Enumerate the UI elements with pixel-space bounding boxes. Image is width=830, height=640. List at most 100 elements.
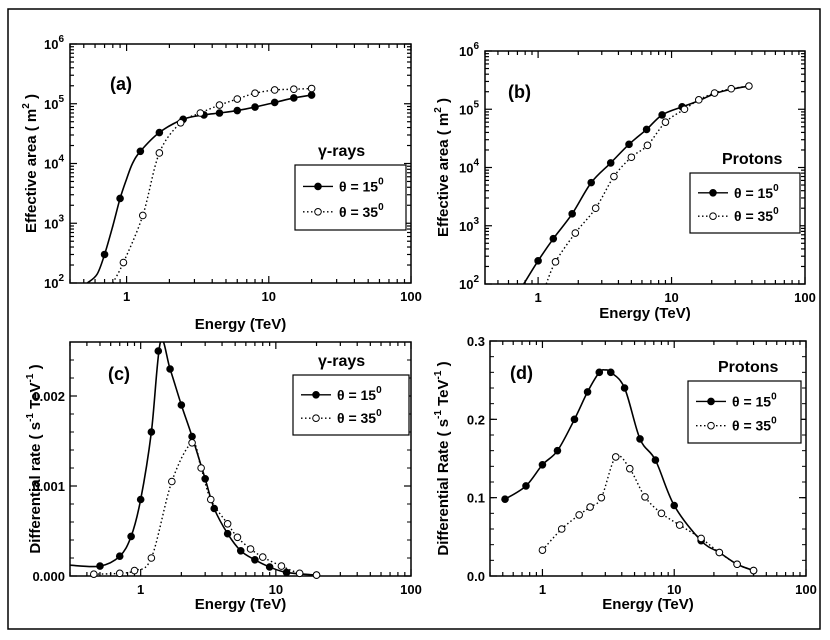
data-point bbox=[290, 94, 298, 102]
y-tick-label: 103 bbox=[459, 216, 479, 234]
data-point bbox=[625, 140, 633, 149]
plot-frame bbox=[489, 340, 807, 577]
x-axis-label: Energy (TeV) bbox=[599, 305, 690, 322]
data-point bbox=[196, 109, 205, 117]
data-point bbox=[557, 525, 566, 533]
y-tick-label: 102 bbox=[459, 274, 479, 292]
legend-box bbox=[689, 172, 801, 234]
data-point bbox=[90, 570, 98, 579]
data-point bbox=[168, 477, 176, 486]
data-point bbox=[136, 495, 145, 504]
data-point bbox=[620, 384, 629, 392]
data-point bbox=[206, 495, 215, 504]
legend-box bbox=[292, 374, 410, 436]
y-axis-label: Differential rate ( s-1 TeV-1 ) bbox=[25, 364, 44, 553]
legend-entry-label: θ = 150 bbox=[732, 391, 777, 409]
panel-label: (b) bbox=[508, 82, 531, 102]
y-tick-label: 0.2 bbox=[467, 412, 485, 427]
data-point bbox=[625, 464, 634, 473]
y-tick-label: 0.001 bbox=[32, 479, 65, 494]
data-point bbox=[258, 553, 267, 561]
data-point bbox=[727, 84, 736, 93]
data-point bbox=[215, 109, 224, 117]
legend-marker bbox=[314, 208, 322, 216]
data-point bbox=[627, 153, 636, 162]
legend-title: γ-rays bbox=[318, 143, 365, 160]
y-tick-label: 104 bbox=[459, 158, 479, 176]
data-point bbox=[154, 347, 163, 355]
data-point bbox=[210, 504, 219, 513]
series-line-2 bbox=[112, 87, 312, 283]
data-point bbox=[251, 89, 259, 98]
data-point bbox=[197, 464, 205, 472]
data-point bbox=[282, 568, 291, 577]
figure-frame bbox=[7, 8, 821, 630]
data-point bbox=[553, 446, 562, 455]
data-point bbox=[745, 82, 753, 90]
data-point bbox=[538, 546, 547, 554]
x-tick-label: 10 bbox=[667, 582, 681, 597]
data-point bbox=[136, 147, 145, 156]
data-point bbox=[694, 96, 703, 104]
data-point bbox=[155, 128, 164, 137]
data-point bbox=[215, 101, 224, 109]
data-point bbox=[147, 554, 156, 562]
data-point bbox=[501, 495, 509, 504]
data-point bbox=[115, 569, 124, 578]
data-point bbox=[223, 529, 232, 538]
data-point bbox=[636, 435, 644, 443]
data-point bbox=[587, 178, 596, 187]
data-point bbox=[657, 509, 666, 518]
data-point bbox=[223, 520, 232, 528]
y-tick-label: 102 bbox=[44, 273, 64, 291]
data-point bbox=[538, 460, 547, 469]
data-point bbox=[246, 545, 255, 553]
y-axis-label: Effective area ( m2 ) bbox=[21, 94, 40, 233]
data-point bbox=[534, 257, 542, 265]
x-tick-label: 10 bbox=[269, 582, 283, 597]
y-tick-label: 0.0 bbox=[467, 569, 485, 584]
data-point bbox=[130, 566, 139, 575]
x-tick-label: 1 bbox=[534, 290, 541, 305]
panel-2: 1 10 100 102 103 104 105 106 Energy (TeV) Effecti… bbox=[433, 41, 816, 322]
y-tick-label: 106 bbox=[459, 41, 479, 59]
x-axis-label: Energy (TeV) bbox=[195, 316, 286, 333]
data-point bbox=[733, 560, 741, 569]
data-point bbox=[595, 368, 604, 377]
x-tick-label: 1 bbox=[137, 582, 144, 597]
legend-box bbox=[294, 164, 407, 231]
legend-entry-label: θ = 350 bbox=[339, 202, 384, 220]
x-axis-label: Energy (TeV) bbox=[195, 596, 286, 613]
data-point bbox=[661, 118, 670, 126]
data-point bbox=[115, 552, 124, 561]
x-tick-label: 100 bbox=[795, 582, 817, 597]
legend-entry-label: θ = 350 bbox=[732, 416, 777, 434]
data-point bbox=[597, 493, 606, 502]
data-point bbox=[96, 562, 104, 570]
data-point bbox=[119, 258, 128, 267]
legend-entry-label: θ = 150 bbox=[337, 385, 382, 403]
x-tick-label: 1 bbox=[539, 582, 546, 597]
y-axis-label: Effective area ( m2 ) bbox=[433, 98, 452, 237]
data-point bbox=[606, 368, 615, 377]
data-point bbox=[100, 250, 109, 259]
data-point bbox=[312, 571, 321, 579]
x-tick-label: 100 bbox=[400, 289, 422, 304]
data-point bbox=[611, 453, 620, 461]
plot-frame bbox=[69, 341, 412, 577]
data-point bbox=[675, 521, 684, 529]
y-tick-label: 0.000 bbox=[32, 569, 65, 584]
data-point bbox=[236, 547, 245, 555]
y-tick-label: 105 bbox=[44, 94, 64, 112]
legend-entry-label: θ = 350 bbox=[734, 206, 779, 224]
data-point bbox=[188, 432, 196, 441]
legend-title: Protons bbox=[718, 359, 779, 376]
data-point bbox=[549, 234, 558, 243]
y-tick-label: 106 bbox=[44, 34, 64, 52]
data-point bbox=[570, 415, 579, 424]
data-point bbox=[606, 159, 615, 167]
legend-box bbox=[687, 380, 802, 444]
data-point bbox=[233, 533, 242, 542]
